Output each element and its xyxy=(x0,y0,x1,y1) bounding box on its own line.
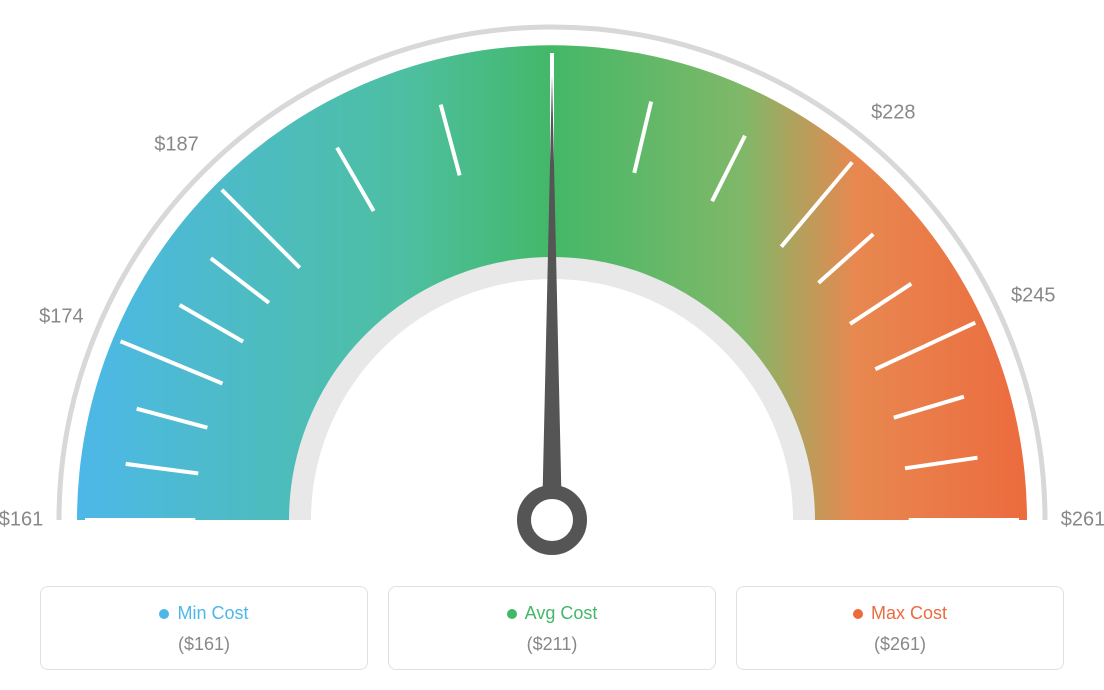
legend-label-min: Min Cost xyxy=(177,603,248,624)
gauge-tick-label: $261 xyxy=(1061,509,1104,532)
legend-value-min: ($161) xyxy=(51,634,357,655)
gauge-tick-label: $228 xyxy=(871,102,916,125)
legend-dot-min xyxy=(159,609,169,619)
gauge-area: $161 $174 $187 $211 $228 $245 $261 xyxy=(0,0,1104,560)
legend-dot-max xyxy=(853,609,863,619)
gauge-tick-label: $211 xyxy=(530,0,573,1)
legend-value-max: ($261) xyxy=(747,634,1053,655)
cost-gauge-chart: $161 $174 $187 $211 $228 $245 $261 Min Cost ($… xyxy=(0,0,1104,690)
legend-min-cost: Min Cost ($161) xyxy=(40,586,368,670)
legend-row: Min Cost ($161) Avg Cost ($211) Max Cost… xyxy=(40,586,1064,670)
gauge-tick-label: $245 xyxy=(1011,284,1056,307)
legend-max-cost: Max Cost ($261) xyxy=(736,586,1064,670)
legend-label-avg: Avg Cost xyxy=(525,603,598,624)
gauge-tick-label: $161 xyxy=(0,509,43,532)
gauge-svg xyxy=(0,0,1104,560)
legend-title-row: Min Cost xyxy=(51,603,357,624)
legend-title-row: Max Cost xyxy=(747,603,1053,624)
gauge-tick-label: $174 xyxy=(39,305,84,328)
legend-label-max: Max Cost xyxy=(871,603,947,624)
gauge-tick-label: $187 xyxy=(154,133,199,156)
legend-title-row: Avg Cost xyxy=(399,603,705,624)
legend-dot-avg xyxy=(507,609,517,619)
legend-value-avg: ($211) xyxy=(399,634,705,655)
legend-avg-cost: Avg Cost ($211) xyxy=(388,586,716,670)
